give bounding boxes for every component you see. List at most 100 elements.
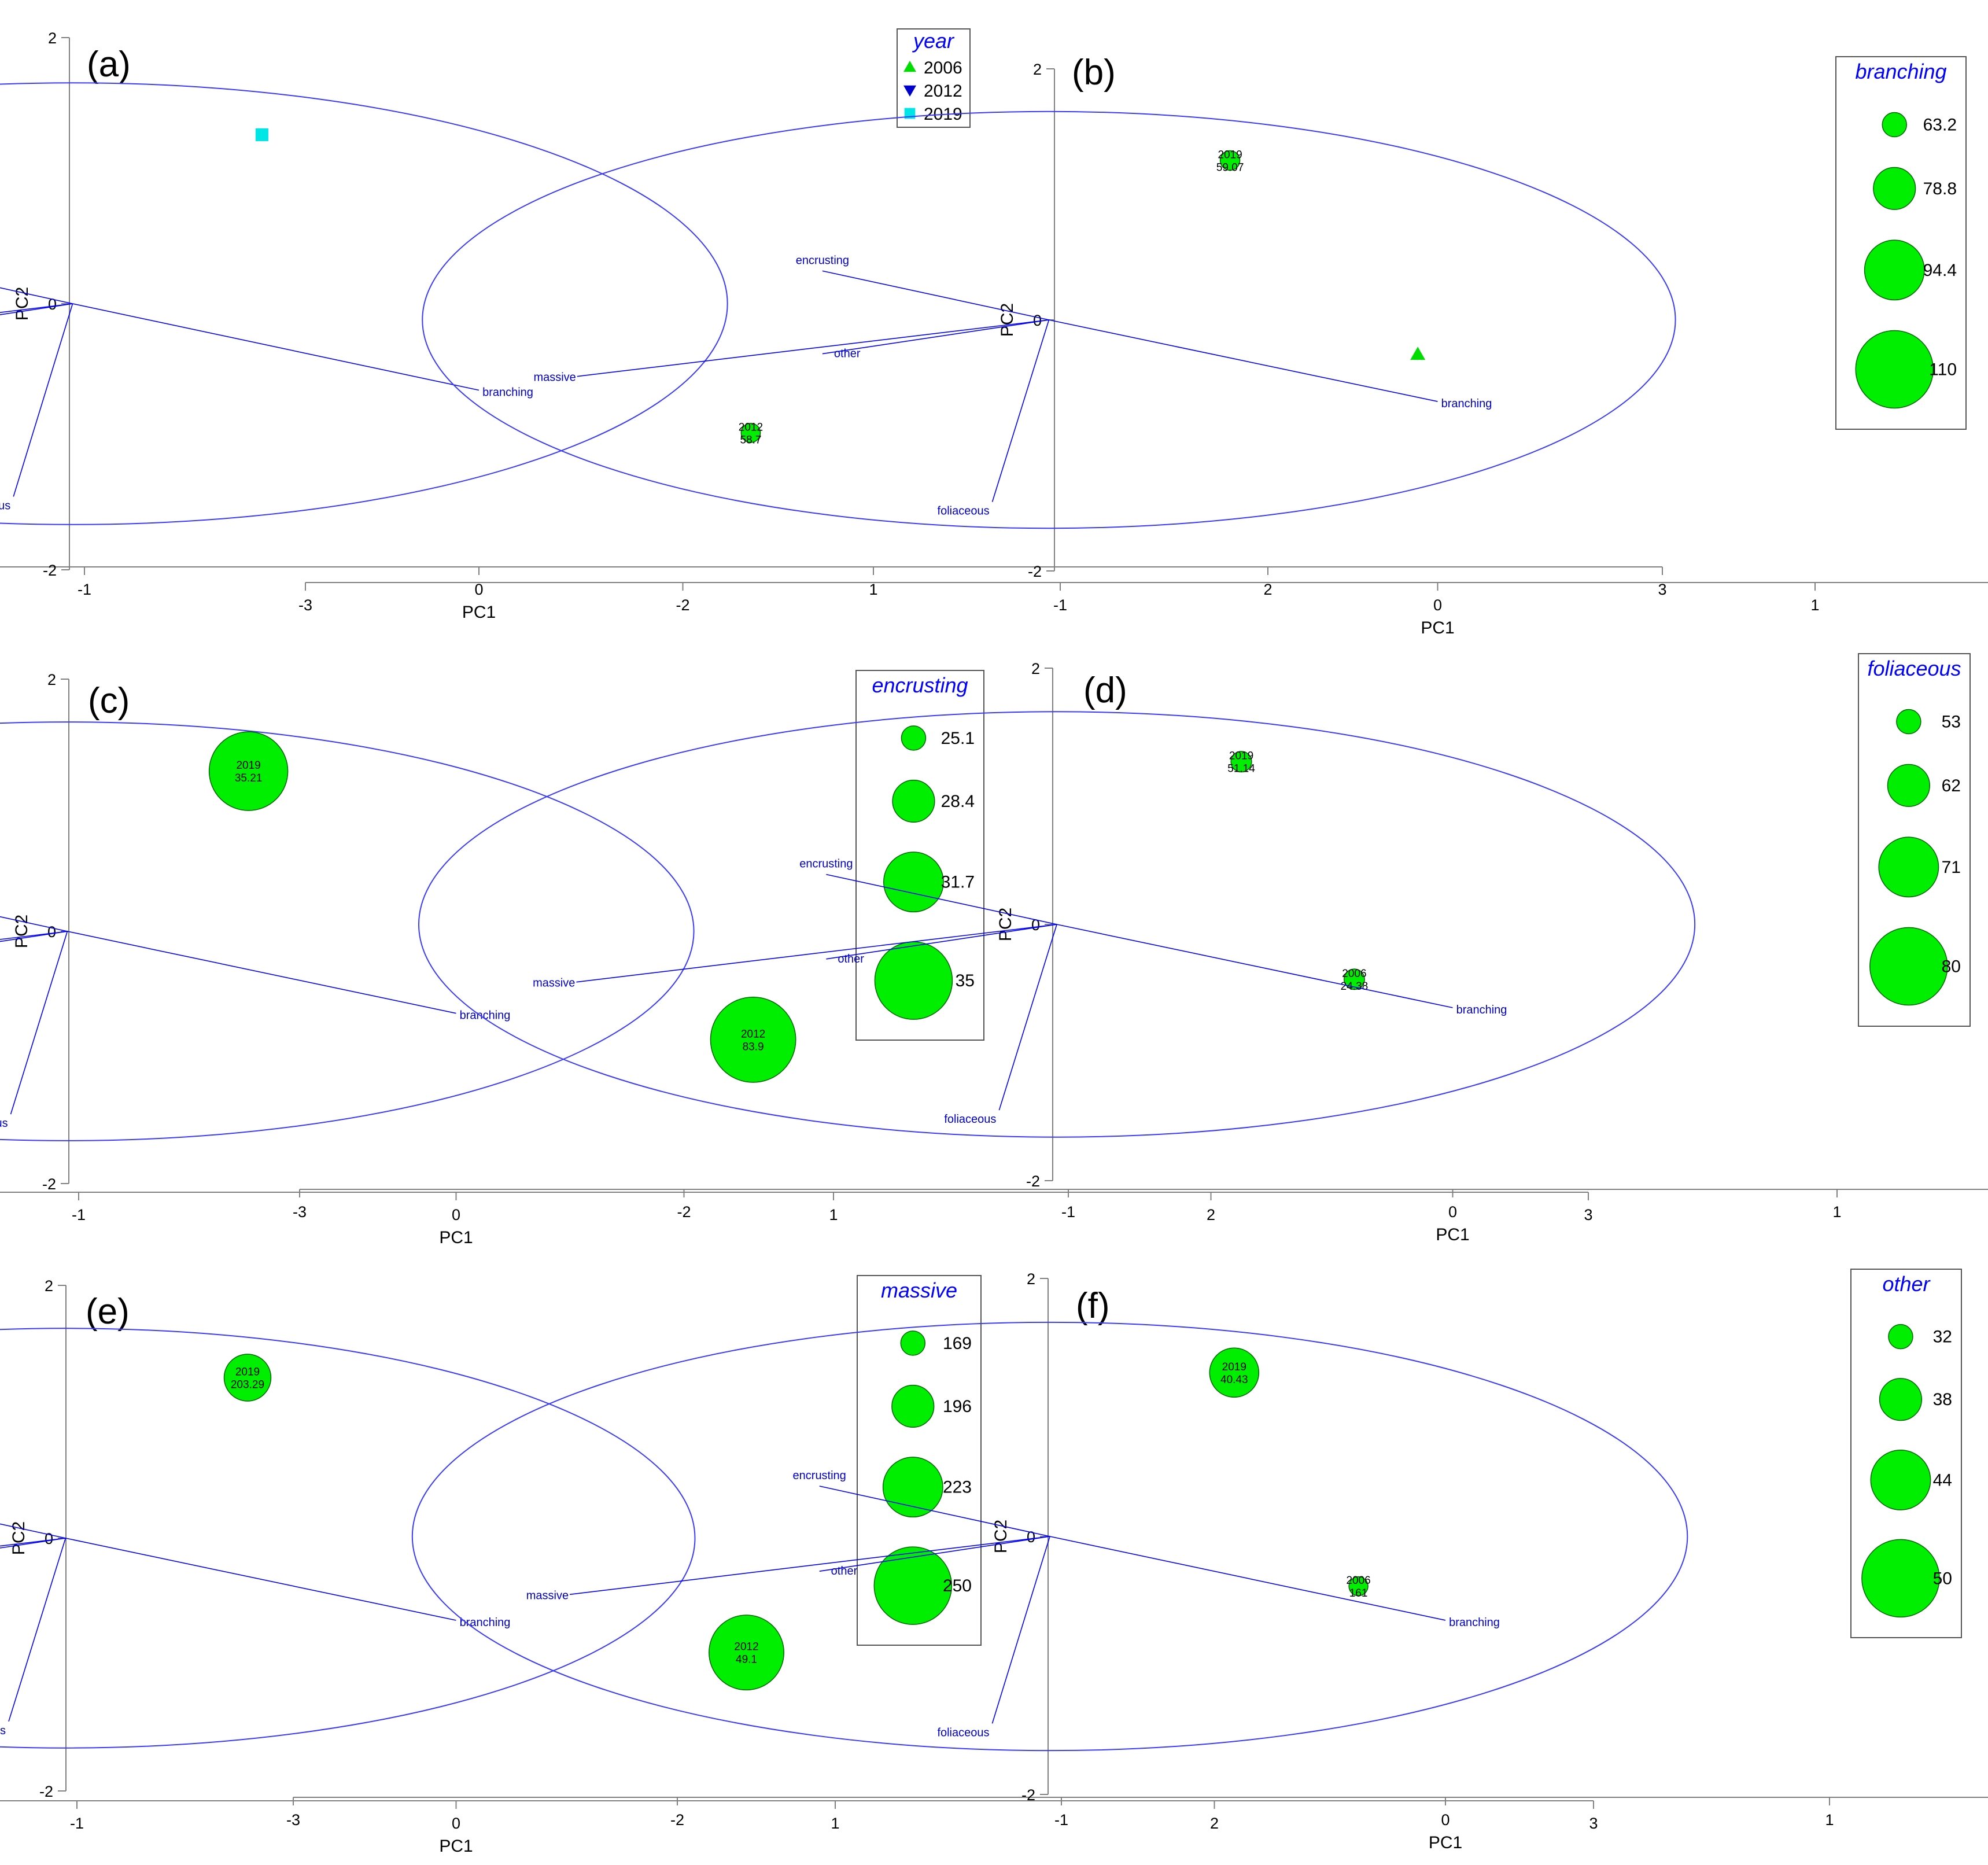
panel-c-x-tick-label: 3	[1584, 1206, 1592, 1223]
panel-f-y-axis-label: PC2	[991, 1520, 1010, 1553]
panel-d-correlation-circle	[418, 711, 1696, 1138]
panel-c-vector-other	[0, 931, 68, 942]
panel-c-legend-bubble	[883, 852, 944, 913]
panel-e-vector-label-foliaceous: foliaceous	[0, 1724, 6, 1737]
panel-e-y-tick-label: 2	[45, 1277, 53, 1295]
panel-b-legend-bubble	[1873, 167, 1916, 210]
panel-d-vector-label-massive: massive	[533, 977, 575, 990]
panel-a-vector-label-branching: branching	[482, 386, 533, 399]
panel-f-legend-value: 50	[1933, 1569, 1952, 1588]
panel-b-x-tick-label: -1	[1053, 596, 1067, 614]
panel-f-x-tick-label: 0	[1441, 1811, 1449, 1829]
panel-a-x-tick-label: -1	[78, 581, 91, 598]
panel-b-vector-label-encrusting: encrusting	[796, 254, 849, 267]
panel-f-x-tick-label: -2	[670, 1811, 684, 1829]
panel-e-bubble-2019	[223, 1354, 272, 1402]
panel-a-y-tick-label: 2	[48, 30, 57, 47]
panel-a-x-axis-label: PC1	[462, 603, 496, 622]
panel-d-vector-other	[826, 924, 1057, 960]
panel-d-x-tick-label: -2	[677, 1203, 691, 1221]
panel-b-bubble-year-2012: 2012	[739, 421, 763, 433]
panel-e-x-tick-label: 2	[1210, 1815, 1219, 1832]
panel-d-legend-bubble	[1878, 836, 1939, 898]
panel-e-vector-foliaceous	[8, 1538, 67, 1722]
panel-f-legend-title: other	[1882, 1272, 1931, 1296]
panel-e-x-tick-label: 0	[452, 1815, 460, 1832]
panel-f-legend-value: 32	[1933, 1328, 1952, 1347]
panel-f-vector-other	[819, 1536, 1050, 1572]
panel-e-x-tick-label: 3	[1589, 1815, 1598, 1832]
panel-f-vector-encrusting	[819, 1486, 1050, 1537]
panel-c-letter: (c)	[88, 681, 130, 721]
panel-e-bubble-year-2019: 2019	[235, 1366, 260, 1379]
panel-b-vector-massive	[577, 319, 1049, 377]
panel-f-vector-foliaceous	[991, 1536, 1050, 1724]
panel-d-bubble-2012	[710, 996, 796, 1083]
panel-a-legend-label-2012: 2012	[924, 82, 962, 101]
panel-b-bubble-year-2019: 2019	[1218, 149, 1242, 161]
panel-c-bubble-value-2019: 35.21	[235, 772, 263, 784]
panel-c-x-tick-label: 1	[829, 1206, 838, 1223]
panel-f-x-tick-label: -1	[1054, 1811, 1068, 1829]
panel-e-legend-bubble	[873, 1546, 953, 1625]
panel-f-bubble-value-2019: 40.43	[1220, 1374, 1248, 1386]
panel-e-bubble-value-2006: 161	[1349, 1587, 1368, 1599]
panel-f-y-tick-label: 2	[1027, 1270, 1035, 1288]
panel-e-vector-encrusting	[0, 1523, 66, 1539]
panel-b-legend-value: 94.4	[1923, 261, 1957, 280]
panel-d-vector-label-encrusting: encrusting	[799, 858, 853, 871]
panel-c-vector-encrusting	[0, 916, 68, 932]
panel-d-legend-value: 62	[1942, 776, 1961, 795]
panel-c-x-tick-label: -1	[72, 1206, 86, 1223]
panel-e-x-axis-label: PC1	[439, 1837, 473, 1856]
panel-f-legend-bubble	[1879, 1378, 1923, 1421]
panel-e-bubble-year-2006: 2006	[1346, 1575, 1370, 1587]
panel-e-correlation-circle	[0, 1328, 696, 1749]
panel-e-y-tick-label: 0	[45, 1530, 53, 1547]
panel-a-y-tick-label: -2	[43, 562, 57, 579]
panel-a-point-2019	[255, 128, 268, 141]
panel-a-point-2006	[1410, 347, 1426, 360]
panel-e-bubble-value-2019: 203.29	[231, 1379, 264, 1391]
panel-f-legend-value: 44	[1933, 1470, 1952, 1490]
panel-c-bubble-value-2006: 24.38	[1341, 981, 1369, 993]
panel-a-vector-label-foliaceous: foliaceous	[0, 500, 10, 513]
panel-c-vector-label-foliaceous: foliaceous	[0, 1117, 8, 1130]
panel-b-vector-label-foliaceous: foliaceous	[938, 505, 990, 518]
panel-a-vector-other	[0, 303, 73, 315]
panel-d-legend-value: 71	[1942, 858, 1961, 877]
panel-a-x-tick-label: 2	[1263, 581, 1272, 598]
panel-b-bubble-2012	[740, 422, 761, 443]
panel-d-x-tick-label: -3	[293, 1203, 307, 1221]
panel-c-legend-bubble	[874, 941, 953, 1020]
panel-e-vector-label-branching: branching	[460, 1616, 511, 1629]
panel-b-bubble-value-2019: 59.07	[1216, 161, 1244, 174]
panel-e-legend-value: 169	[943, 1334, 972, 1353]
panel-b-legend-value: 63.2	[1923, 116, 1957, 135]
panel-b-y-tick-label: 0	[1033, 312, 1042, 329]
panel-b-vector-encrusting	[822, 270, 1049, 320]
panel-e-vector-other	[0, 1538, 66, 1549]
panel-d-bubble-year-2012: 2012	[741, 1028, 765, 1040]
panel-d-y-tick-label: -2	[1026, 1173, 1040, 1190]
panel-d-legend-bubble	[1869, 927, 1948, 1006]
panel-b-y-tick-label: -2	[1028, 563, 1042, 580]
panel-c-legend-bubble	[901, 725, 927, 751]
panel-a-legend-marker-2006	[903, 61, 916, 72]
panel-a-legend-title: year	[912, 29, 955, 53]
panel-f-vector-branching	[1049, 1536, 1446, 1621]
panel-d-vector-massive	[576, 924, 1057, 983]
panel-c-legend-value: 35	[956, 971, 975, 990]
panel-f-x-tick-label: 1	[1825, 1811, 1834, 1829]
panel-e-vector-branching	[65, 1538, 456, 1621]
panel-c-legend-title: encrusting	[872, 673, 968, 697]
panel-e-legend-value: 196	[943, 1397, 972, 1416]
panel-e-x-tick-label: 1	[831, 1815, 839, 1832]
panel-b-y-tick-label: 2	[1033, 61, 1042, 78]
panel-f-bubble-value-2012: 49.1	[736, 1654, 757, 1666]
panel-e-legend-bubble	[882, 1457, 943, 1518]
panel-c-x-tick-label: 2	[1207, 1206, 1215, 1223]
panel-d-legend-value: 80	[1942, 957, 1961, 976]
panel-c-legend-value: 25.1	[941, 729, 975, 748]
panel-d-legend-bubble	[1887, 764, 1930, 807]
